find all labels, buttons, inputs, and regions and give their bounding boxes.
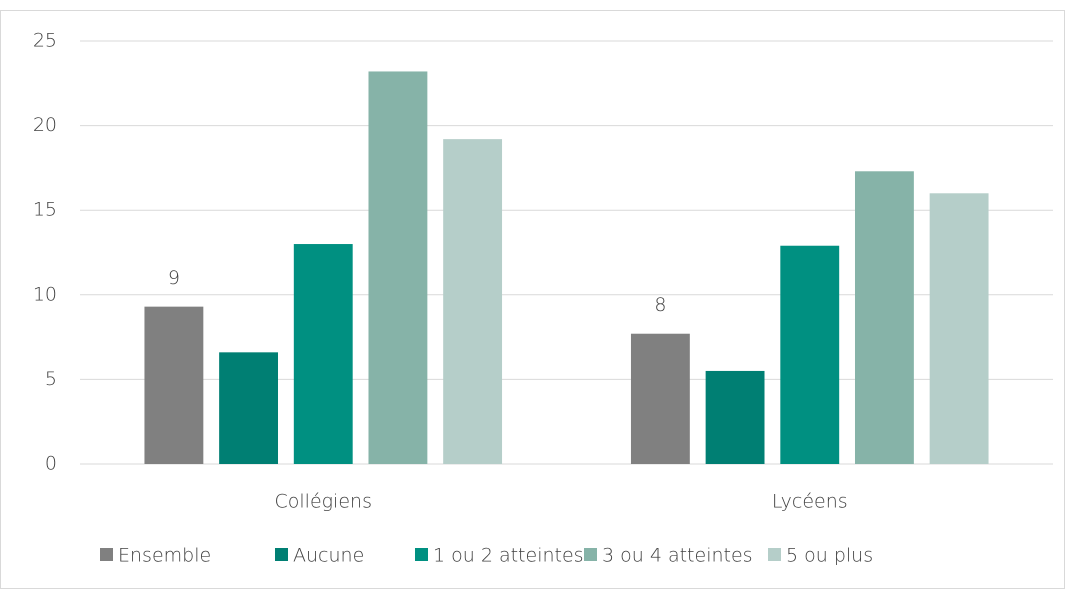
bar	[854, 171, 914, 464]
bar	[219, 352, 279, 464]
legend-swatch	[768, 548, 781, 561]
bar	[368, 71, 428, 465]
x-tick-label: Lycéens	[772, 491, 848, 513]
legend-label: 5 ou plus	[786, 545, 873, 567]
bar	[144, 306, 204, 464]
y-tick-label: 25	[33, 30, 57, 52]
data-label: 8	[654, 294, 666, 316]
bar	[705, 370, 765, 464]
legend-swatch	[275, 548, 288, 561]
y-tick-label: 15	[33, 199, 57, 221]
bar	[780, 245, 840, 464]
data-label: 9	[168, 267, 180, 289]
x-tick-label: Collégiens	[275, 491, 372, 513]
y-tick-label: 0	[45, 453, 57, 475]
legend-swatch	[584, 548, 597, 561]
y-tick-label: 5	[45, 368, 57, 390]
bar	[293, 244, 353, 464]
y-tick-label: 10	[33, 283, 57, 305]
bar	[630, 333, 690, 464]
legend-label: Ensemble	[118, 545, 211, 567]
legend-label: 1 ou 2 atteintes	[433, 545, 584, 567]
legend-label: Aucune	[293, 545, 364, 567]
legend-swatch	[100, 548, 113, 561]
legend-swatch	[415, 548, 428, 561]
y-tick-label: 20	[33, 114, 57, 136]
bar	[443, 139, 503, 465]
legend-label: 3 ou 4 atteintes	[602, 545, 753, 567]
bar	[929, 193, 989, 464]
